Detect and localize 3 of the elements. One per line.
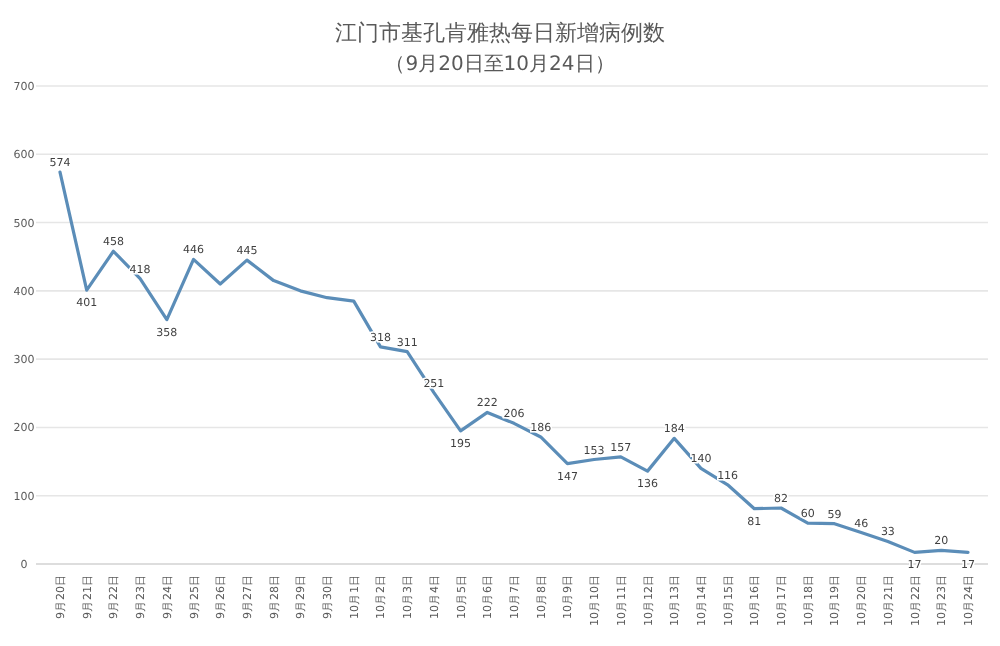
chart-title: 江门市基孔肯雅热每日新增病例数 — [335, 20, 665, 46]
chart-subtitle: （9月20日至10月24日） — [385, 54, 615, 76]
line-series — [58, 170, 970, 554]
